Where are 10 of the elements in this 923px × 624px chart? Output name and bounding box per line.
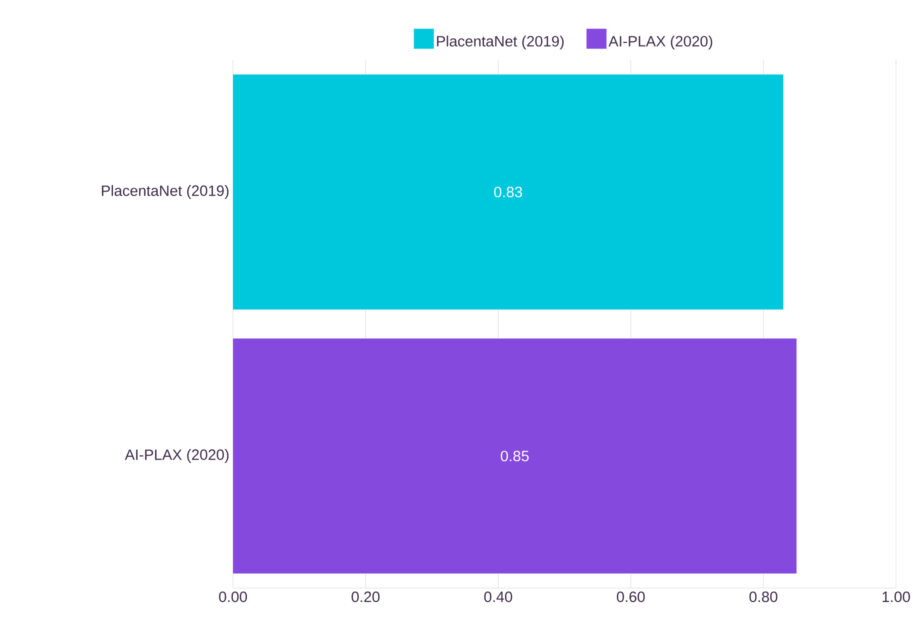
x-tick-label: 0.20 — [352, 592, 380, 602]
data-label: 0.83 — [494, 186, 522, 198]
legend-label: PlacentaNet (2019) — [437, 36, 564, 50]
x-tick-label: 1.00 — [882, 592, 910, 602]
x-tick-label: 0.40 — [484, 592, 512, 602]
x-tick-label: 0.00 — [219, 592, 247, 602]
x-tick-label: 0.80 — [749, 592, 778, 602]
legend-label: AI-PLAX (2020) — [608, 36, 712, 50]
data-label: 0.85 — [500, 450, 529, 462]
x-tick-label: 0.60 — [616, 592, 645, 602]
